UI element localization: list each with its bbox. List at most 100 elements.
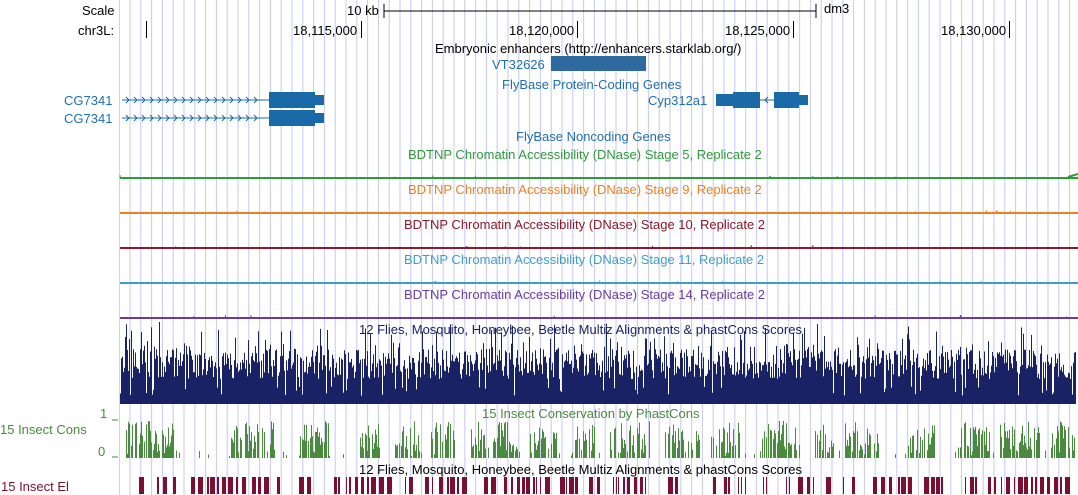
strand-arrow (157, 114, 162, 122)
conserved-element (1054, 477, 1058, 494)
phastcons-bars (126, 421, 1075, 458)
conserved-element (924, 477, 929, 494)
conserved-element (597, 477, 600, 494)
gene-label-cyp312a1[interactable]: Cyp312a1 (648, 93, 708, 108)
conserved-element (299, 477, 304, 494)
enhancer-feature[interactable] (551, 56, 646, 71)
strand-arrow (229, 114, 234, 122)
dnase-stage14-title[interactable]: BDTNP Chromatin Accessibility (DNase) St… (404, 287, 766, 302)
conserved-element (941, 477, 943, 494)
conserved-element (1031, 477, 1033, 494)
conserved-element (908, 477, 912, 494)
phastcons-scale-min: 0 (98, 444, 106, 459)
conserved-element (813, 477, 814, 494)
gene-exon (269, 92, 315, 108)
strand-arrow (125, 114, 130, 122)
scale-label: Scale (82, 3, 115, 18)
strand-arrow (133, 114, 138, 122)
gene-exon (733, 92, 760, 108)
strand-arrow (173, 114, 178, 122)
conserved-element (277, 477, 280, 494)
strand-arrow (237, 96, 242, 104)
conserved-element (970, 477, 974, 494)
gene-utr (315, 95, 324, 105)
conserved-element (807, 477, 810, 494)
conserved-element (258, 477, 261, 494)
strand-arrow (253, 96, 258, 104)
phastcons-left-label[interactable]: 15 Insect Cons (0, 422, 87, 437)
conserved-element (1065, 477, 1070, 494)
phastcons-track-title[interactable]: 15 Insect Conservation by PhastCons (482, 406, 700, 421)
conserved-element (1006, 477, 1010, 494)
conserved-element (713, 477, 716, 494)
conserved-element (409, 477, 413, 494)
enhancer-track-title[interactable]: Embryonic enhancers (http://enhancers.st… (435, 41, 742, 56)
conserved-element (975, 477, 977, 494)
conserved-element (236, 477, 238, 494)
conserved-element (355, 477, 358, 494)
gene-label-cg7341[interactable]: CG7341 (64, 93, 113, 108)
conserved-element (540, 477, 541, 494)
position-tick-label: 18,130,000 (941, 23, 1007, 38)
dnase-stage5-title[interactable]: BDTNP Chromatin Accessibility (DNase) St… (408, 147, 762, 162)
gene-utr (716, 94, 733, 106)
multiz-track-title[interactable]: 12 Flies, Mosquito, Honeybee, Beetle Mul… (359, 322, 802, 337)
conserved-element (741, 477, 742, 494)
conserved-element (191, 477, 195, 494)
conserved-element (1060, 477, 1062, 494)
strand-arrow (253, 114, 258, 122)
strand-arrow (229, 96, 234, 104)
dnase-stage9-title[interactable]: BDTNP Chromatin Accessibility (DNase) St… (408, 182, 762, 197)
gene-label-cg7341-alt[interactable]: CG7341 (64, 111, 113, 126)
conserved-element (349, 477, 351, 494)
conserved-element (965, 477, 966, 494)
flybase-noncoding-track-title[interactable]: FlyBase Noncoding Genes (516, 129, 671, 144)
flybase-coding-track-title[interactable]: FlyBase Protein-Coding Genes (502, 77, 682, 92)
conserved-element (988, 477, 991, 494)
conserved-element (163, 477, 167, 494)
conserved-element (1001, 477, 1002, 494)
conserved-element (511, 477, 513, 494)
conserved-element (994, 477, 996, 494)
elements-track-title[interactable]: 12 Flies, Mosquito, Honeybee, Beetle Mul… (359, 462, 802, 477)
strand-arrow (213, 96, 218, 104)
strand-arrow (181, 114, 186, 122)
strand-arrow (764, 96, 769, 104)
conserved-element (346, 477, 347, 494)
strand-arrow (197, 114, 202, 122)
conserved-element (533, 477, 535, 494)
strand-arrow (165, 114, 170, 122)
conserved-element (526, 477, 530, 494)
conserved-element (334, 477, 337, 494)
conserved-element (668, 477, 673, 494)
conserved-element (675, 477, 678, 494)
conserved-element (387, 477, 392, 494)
conserved-element (589, 477, 593, 494)
conserved-element (447, 477, 449, 494)
dnase-stage10-title[interactable]: BDTNP Chromatin Accessibility (DNase) St… (404, 217, 766, 232)
dnase-stage11-title[interactable]: BDTNP Chromatin Accessibility (DNase) St… (404, 252, 765, 267)
strand-arrow (165, 96, 170, 104)
conserved-element (450, 477, 455, 494)
conserved-element (228, 477, 233, 494)
conserved-element (217, 477, 219, 494)
conserved-element (645, 477, 646, 494)
conserved-element (379, 477, 384, 494)
conserved-element (901, 477, 906, 494)
conserved-element (462, 477, 467, 494)
strand-arrow (133, 96, 138, 104)
conserved-element (425, 477, 429, 494)
gene-exon (774, 92, 799, 108)
dnase-peak (1067, 173, 1078, 178)
conserved-element (766, 477, 767, 494)
strand-arrow (189, 114, 194, 122)
enhancer-feature-label[interactable]: VT32626 (492, 57, 545, 72)
multiz-histogram (120, 322, 1076, 404)
conserved-element (798, 477, 803, 494)
conserved-element (207, 477, 209, 494)
elements-left-label[interactable]: 15 Insect El (1, 479, 69, 494)
position-tick-label: 18,120,000 (509, 23, 575, 38)
conserved-element (931, 477, 935, 494)
strand-arrow (125, 96, 130, 104)
